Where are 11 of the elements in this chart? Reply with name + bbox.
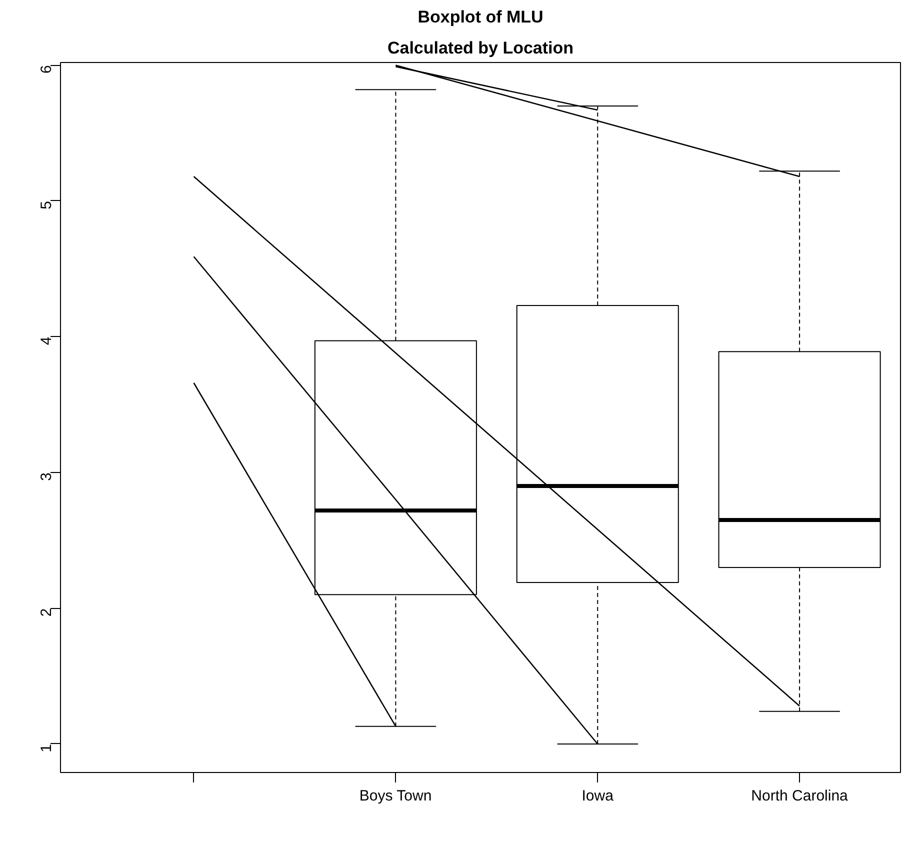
y-tick-label: 3 [38, 472, 55, 481]
y-tick-label: 5 [38, 200, 55, 210]
y-tick-label: 1 [38, 744, 55, 752]
x-tick-label: North Carolina [751, 788, 849, 804]
y-tick-label: 4 [38, 336, 55, 346]
chart-title: Boxplot of MLU [418, 8, 544, 26]
x-tick-label: Iowa [582, 788, 614, 804]
y-tick-label: 6 [38, 65, 55, 74]
y-tick-label: 2 [38, 608, 55, 617]
x-tick-label: Boys Town [359, 788, 432, 804]
chart-subtitle: Calculated by Location [387, 38, 574, 58]
